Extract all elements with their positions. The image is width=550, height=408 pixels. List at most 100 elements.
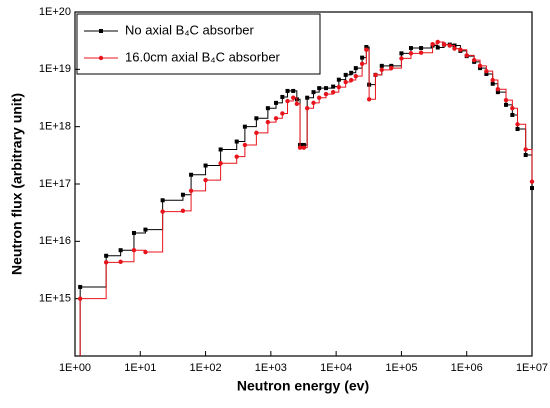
marker: [311, 90, 316, 95]
y-tick-label: 1E+16: [39, 235, 71, 247]
marker: [131, 230, 136, 235]
y-tick-label: 1E+18: [39, 121, 71, 133]
marker: [189, 172, 194, 177]
marker: [490, 77, 495, 83]
marker: [285, 98, 290, 104]
marker: [484, 71, 489, 76]
marker: [515, 127, 520, 132]
marker: [317, 86, 322, 91]
marker: [477, 63, 483, 69]
marker: [419, 46, 424, 51]
marker: [418, 50, 424, 55]
y-tick-label: 1E+17: [39, 178, 71, 190]
marker: [160, 198, 165, 203]
y-tick-label: 1E+15: [39, 293, 71, 305]
marker: [447, 43, 452, 48]
legend-box: [76, 13, 321, 75]
marker: [359, 61, 365, 66]
marker: [471, 57, 477, 63]
marker: [408, 46, 413, 51]
legend-label: No axial B₄C absorber: [125, 22, 255, 37]
marker: [180, 208, 186, 214]
marker: [291, 95, 296, 100]
marker: [452, 46, 457, 51]
marker: [274, 100, 279, 105]
marker: [78, 284, 83, 289]
marker: [301, 142, 306, 147]
marker: [218, 161, 223, 166]
marker: [435, 39, 440, 45]
x-tick-label: 1E+00: [59, 362, 91, 374]
marker: [373, 72, 378, 78]
marker: [203, 163, 208, 168]
marker: [131, 248, 137, 253]
marker: [316, 95, 322, 100]
marker: [160, 209, 165, 214]
x-tick-label: 1E+04: [320, 362, 352, 374]
marker: [490, 81, 495, 86]
x-tick-label: 1E+03: [255, 362, 287, 374]
y-tick-label: 1E+19: [39, 63, 71, 75]
marker: [280, 94, 285, 99]
marker: [77, 296, 83, 301]
marker: [273, 116, 279, 121]
marker: [103, 260, 109, 265]
marker: [188, 188, 194, 194]
marker: [408, 51, 414, 56]
marker: [343, 79, 348, 85]
x-tick-label: 1E+01: [124, 362, 156, 374]
marker: [435, 45, 440, 50]
legend-label: 16.0cm axial B₄C absorber: [125, 49, 281, 64]
marker: [291, 88, 296, 93]
marker: [304, 105, 310, 111]
marker: [294, 101, 300, 107]
marker: [364, 47, 369, 52]
marker: [143, 249, 148, 255]
marker: [265, 119, 271, 125]
marker: [441, 42, 447, 47]
marker: [399, 51, 404, 56]
marker: [523, 153, 528, 158]
marker: [143, 227, 148, 232]
marker: [430, 41, 435, 47]
x-axis-title: Neutron energy (ev): [237, 378, 369, 394]
marker: [478, 66, 483, 71]
series-line: [79, 44, 533, 356]
marker: [330, 89, 336, 95]
marker: [265, 106, 270, 111]
marker: [484, 68, 489, 74]
legend-marker: [99, 29, 103, 33]
marker: [203, 177, 208, 183]
marker: [366, 97, 372, 102]
marker: [495, 87, 501, 92]
marker: [379, 67, 384, 73]
marker: [353, 73, 358, 79]
marker: [510, 105, 515, 111]
marker: [336, 84, 342, 90]
marker: [242, 124, 247, 129]
marker: [242, 142, 248, 148]
marker: [523, 147, 528, 152]
series-line: [79, 41, 533, 356]
marker: [218, 147, 223, 152]
y-tick-label: 1E+20: [39, 6, 71, 18]
marker: [324, 86, 329, 91]
x-tick-label: 1E+05: [385, 362, 417, 374]
marker: [297, 145, 303, 150]
marker: [285, 88, 290, 93]
marker: [280, 111, 285, 116]
marker: [234, 139, 239, 144]
y-axis-title: Neutron flux (arbitrary unit): [9, 93, 25, 275]
marker: [458, 47, 463, 52]
marker: [503, 97, 509, 103]
marker: [529, 179, 535, 184]
marker: [349, 70, 354, 75]
marker: [353, 66, 358, 71]
marker: [336, 77, 341, 82]
marker: [118, 248, 123, 253]
marker: [379, 63, 384, 68]
marker: [389, 63, 394, 68]
x-tick-label: 1E+02: [190, 362, 222, 374]
marker: [530, 186, 534, 191]
